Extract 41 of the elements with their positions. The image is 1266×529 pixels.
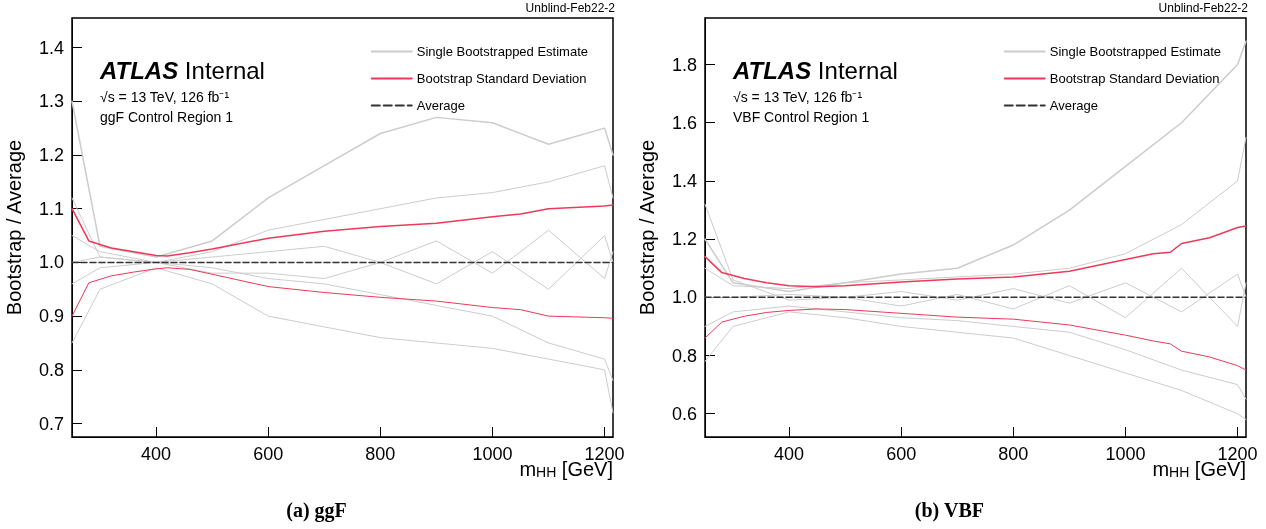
text: Unblind-Feb22-2 bbox=[525, 1, 616, 15]
y-tick-label: 1.4 bbox=[671, 170, 697, 191]
y-tick-label: 1.2 bbox=[671, 229, 697, 250]
y-tick-label: 1.3 bbox=[38, 91, 64, 112]
legend-label: Average bbox=[416, 98, 465, 113]
x-tick-label: 600 bbox=[886, 444, 917, 464]
y-tick-label: 1.8 bbox=[671, 54, 697, 75]
y-tick-label: 0.6 bbox=[671, 403, 697, 424]
y-tick-label: 1.4 bbox=[38, 37, 64, 58]
y-tick-label: 1.1 bbox=[38, 198, 64, 219]
y-tick-label: 1.0 bbox=[671, 287, 697, 308]
annotation: ATLAS Internal bbox=[732, 56, 898, 84]
text: (b) VBF bbox=[914, 499, 985, 522]
x-tick-label: 800 bbox=[365, 444, 396, 464]
x-tick-label: 1000 bbox=[472, 444, 513, 464]
y-tick-label: 0.9 bbox=[38, 306, 64, 327]
legend-label: Average bbox=[1049, 98, 1098, 113]
x-tick-label: 400 bbox=[141, 444, 172, 464]
annotation: √s = 13 TeV, 126 fb⁻¹ bbox=[733, 89, 863, 105]
annotation: VBF Control Region 1 bbox=[733, 109, 870, 125]
legend-label: Single Bootstrapped Estimate bbox=[1049, 44, 1222, 59]
legend-label: Single Bootstrapped Estimate bbox=[416, 44, 589, 59]
x-tick-label: 600 bbox=[253, 444, 284, 464]
y-tick-label: 0.7 bbox=[38, 413, 64, 434]
y-tick-label: 0.8 bbox=[671, 345, 697, 366]
text: Unblind-Feb22-2 bbox=[1158, 1, 1249, 15]
x-tick-label: 800 bbox=[998, 444, 1029, 464]
y-tick-label: 0.8 bbox=[38, 359, 64, 380]
y-tick-label: 1.6 bbox=[671, 112, 697, 133]
annotation: √s = 13 TeV, 126 fb⁻¹ bbox=[100, 89, 230, 105]
y-axis-title: Bootstrap / Average bbox=[636, 139, 658, 316]
y-axis-title: Bootstrap / Average bbox=[3, 139, 25, 316]
legend-label: Bootstrap Standard Deviation bbox=[1049, 71, 1220, 86]
x-tick-label: 400 bbox=[774, 444, 805, 464]
annotation: ggF Control Region 1 bbox=[100, 109, 234, 125]
y-tick-label: 1.0 bbox=[38, 252, 64, 273]
x-tick-label: 1000 bbox=[1105, 444, 1146, 464]
legend-label: Bootstrap Standard Deviation bbox=[416, 71, 587, 86]
text: (a) ggF bbox=[286, 499, 347, 522]
annotation: ATLAS Internal bbox=[99, 56, 265, 84]
y-tick-label: 1.2 bbox=[38, 144, 64, 165]
